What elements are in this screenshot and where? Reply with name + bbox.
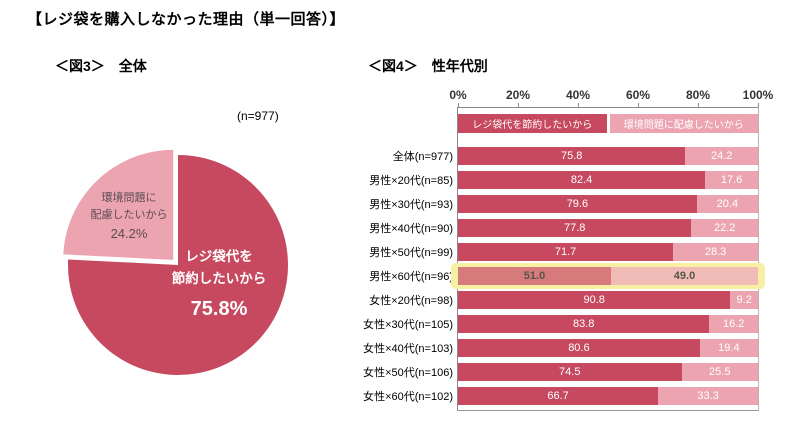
pie-sample-size: (n=977) (237, 109, 279, 123)
bar-segment: 80.6 (458, 339, 700, 357)
stacked-bar: 71.7 28.3 (458, 243, 758, 261)
pie-slice (67, 155, 288, 375)
axis-tick (518, 103, 519, 107)
fig3-heading: ＜図3＞ 全体 (55, 58, 147, 74)
bar-row-label: 女性×40代(n=103) (363, 343, 453, 355)
pie-label-line: 節約したいから (171, 271, 267, 287)
pie-label-line: 配慮したいから (90, 208, 168, 221)
bar-row: 男性×60代(n=96) 51.0 49.0 (349, 263, 769, 289)
stacked-bar: 90.8 9.2 (458, 291, 758, 309)
bar-segment: 20.4 (696, 195, 758, 213)
pie-label-line: 環境問題に (101, 192, 157, 204)
axis-tick-label: 80% (685, 88, 711, 102)
bar-segment: 9.2 (730, 291, 758, 309)
pie-value-save-money: 75.8% (190, 297, 248, 320)
fig4-rows: 全体(n=977) 75.8 24.2 男性×20代(n=85) 82.4 17.6 男性×… (349, 144, 769, 408)
axis-tick-label: 0% (449, 88, 467, 102)
stacked-bar: 83.8 16.2 (458, 315, 758, 333)
bar-row-label: 男性×30代(n=93) (369, 199, 453, 211)
stacked-bar: 82.4 17.6 (458, 171, 758, 189)
stacked-bar: 74.5 25.5 (458, 363, 758, 381)
page-title: 【レジ袋を購入しなかった理由（単一回答）】 (27, 11, 346, 28)
bar-row: 男性×50代(n=99) 71.7 28.3 (349, 240, 769, 264)
axis-tick (638, 103, 639, 107)
stacked-bar: 80.6 19.4 (458, 339, 758, 357)
stacked-bar: 51.0 49.0 (451, 263, 765, 289)
stacked-bar: 66.7 33.3 (458, 387, 758, 405)
bar-segment: 24.2 (685, 147, 758, 165)
bar-row-label: 女性×20代(n=98) (369, 295, 453, 307)
axis-tick (458, 103, 459, 107)
axis-tick (578, 103, 579, 107)
fig4-plot-frame (457, 107, 759, 411)
bar-row-label: 女性×60代(n=102) (363, 391, 453, 403)
bar-row: 全体(n=977) 75.8 24.2 (349, 144, 769, 168)
axis-tick (758, 103, 759, 107)
bar-segment: 17.6 (705, 171, 758, 189)
bar-row: 女性×30代(n=105) 83.8 16.2 (349, 312, 769, 336)
pie-label-line: レジ袋代を (185, 249, 253, 264)
fig4-heading: ＜図4＞ 性年代別 (368, 58, 488, 74)
bar-segment: 66.7 (458, 387, 659, 405)
bar-row: 男性×20代(n=85) 82.4 17.6 (349, 168, 769, 192)
bar-row: 女性×20代(n=98) 90.8 9.2 (349, 288, 769, 312)
bar-row-label: 男性×50代(n=99) (369, 247, 453, 259)
stacked-bar: 75.8 24.2 (458, 147, 758, 165)
axis-tick-label: 60% (625, 88, 651, 102)
bar-row: 男性×30代(n=93) 79.6 20.4 (349, 192, 769, 216)
fig4-axis-line (457, 107, 759, 108)
bar-segment: 83.8 (458, 315, 710, 333)
bar-segment: 82.4 (458, 171, 706, 189)
pie-label-environment: 環境問題に 配慮したいから 24.2% (70, 190, 188, 244)
bar-segment: 22.2 (691, 219, 758, 237)
legend-item-environment: 環境問題に配慮したいから (609, 114, 758, 133)
bar-row: 女性×40代(n=103) 80.6 19.4 (349, 336, 769, 360)
bar-segment: 77.8 (458, 219, 692, 237)
bar-segment: 28.3 (673, 243, 758, 261)
stacked-bar: 79.6 20.4 (458, 195, 758, 213)
axis-tick (698, 103, 699, 107)
axis-tick-label: 40% (565, 88, 591, 102)
bar-row-label: 女性×50代(n=106) (363, 367, 453, 379)
pie-svg (63, 149, 288, 375)
fig4-axis-labels: 0% 20% 40% 60% 80% 100% (449, 88, 773, 103)
stacked-bar: 77.8 22.2 (458, 219, 758, 237)
bar-segment: 71.7 (458, 243, 674, 261)
fig4-legend: レジ袋代を節約したいから 環境問題に配慮したいから (458, 114, 758, 133)
bar-segment: 74.5 (458, 363, 682, 381)
bar-row-label: 全体(n=977) (392, 151, 453, 163)
bar-segment: 19.4 (699, 339, 758, 357)
bar-segment: 79.6 (458, 195, 697, 213)
bar-row: 女性×50代(n=106) 74.5 25.5 (349, 360, 769, 384)
bar-segment: 51.0 (458, 267, 611, 285)
bar-row-label: 男性×40代(n=90) (369, 223, 453, 235)
bar-row-label: 男性×60代(n=96) (369, 271, 453, 283)
axis-tick-label: 20% (505, 88, 531, 102)
bar-segment: 49.0 (611, 267, 758, 285)
bar-row: 男性×40代(n=90) 77.8 22.2 (349, 216, 769, 240)
bar-segment: 75.8 (458, 147, 686, 165)
pie-slice (63, 149, 174, 260)
pie-value-environment: 24.2% (110, 226, 148, 241)
bar-segment: 25.5 (681, 363, 758, 381)
pie-label-save-money: レジ袋代を 節約したいから 75.8% (154, 246, 284, 326)
bar-segment: 33.3 (658, 387, 758, 405)
bar-row: 女性×60代(n=102) 66.7 33.3 (349, 384, 769, 408)
axis-tick-label: 100% (742, 88, 774, 102)
bar-row-label: 男性×20代(n=85) (369, 175, 453, 187)
legend-item-save-money: レジ袋代を節約したいから (458, 114, 607, 133)
bar-segment: 90.8 (458, 291, 731, 309)
bar-segment: 16.2 (709, 315, 758, 333)
pie-chart: 環境問題に 配慮したいから 24.2% レジ袋代を 節約したいから 75.8% (56, 140, 302, 386)
bar-row-label: 女性×30代(n=105) (363, 319, 453, 331)
